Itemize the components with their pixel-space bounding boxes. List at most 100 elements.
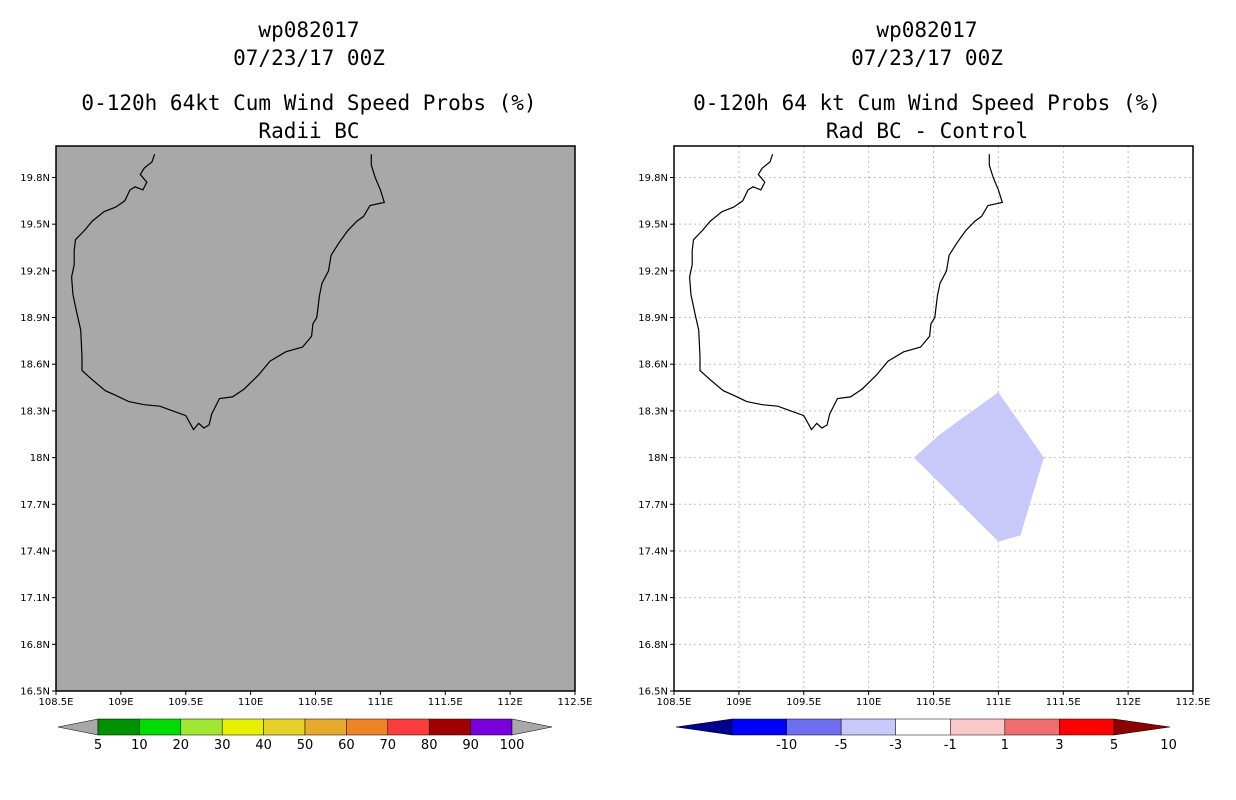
colorbar-segment: [731, 718, 787, 736]
lon-tick-label: 110.5E: [916, 697, 951, 708]
lat-tick-label: 18.9N: [638, 313, 668, 324]
lon-tick-label: 110.5E: [298, 697, 333, 708]
probability-map: 19.8N 19.5N 19.2N 18.9N 18.6N 18.3N 18N 17.7N 17…: [20, 145, 593, 753]
colorbar-end-high: [1113, 718, 1171, 736]
lat-tick-label: 16.5N: [20, 687, 50, 698]
lon-tick-label: 112.5E: [558, 697, 593, 708]
lon-tick-label: 112.5E: [1176, 697, 1211, 708]
lat-tick-label: 18N: [30, 453, 50, 464]
left-panel: wp082017 07/23/17 00Z 0-120h 64kt Cum Wi…: [20, 18, 593, 753]
colorbar-segment: [139, 718, 182, 736]
map-content: [674, 146, 1193, 691]
colorbar-end-low: [675, 718, 733, 736]
difference-map: 19.8N 19.5N 19.2N 18.9N 18.6N 18.3N 18N 17.7N 17…: [638, 145, 1211, 753]
colorbar-segment: [304, 718, 347, 736]
colorbar-label: -1: [944, 738, 957, 753]
lat-tick-label: 17.1N: [20, 593, 50, 604]
lon-tick-label: 109E: [108, 697, 133, 708]
colorbar-label: 70: [380, 738, 397, 753]
lon-tick-label: 109.5E: [786, 697, 821, 708]
colorbar-segment: [1059, 718, 1115, 736]
lat-tick-label: 18N: [648, 453, 668, 464]
panel-subtitle: Rad BC - Control: [825, 119, 1029, 143]
storm-id-label: wp082017: [258, 18, 360, 42]
lon-tick-label: 111E: [368, 697, 393, 708]
probability-difference-region: [914, 392, 1044, 542]
lon-tick-label: 108.5E: [657, 697, 692, 708]
lat-tick-label: 17.4N: [638, 546, 668, 557]
lon-tick-label: 111.5E: [1046, 697, 1081, 708]
colorbar-label: 50: [297, 738, 314, 753]
colorbar: -10 -5 -3 -1 1 3 5 10: [675, 718, 1177, 753]
colorbar-segment: [180, 718, 223, 736]
colorbar-segment: [428, 718, 471, 736]
colorbar-label: 1: [1001, 738, 1009, 753]
lon-tick-label: 110E: [856, 697, 881, 708]
lon-tick-label: 111.5E: [428, 697, 463, 708]
lon-tick-label: 112E: [1115, 697, 1140, 708]
lon-tick-label: 110E: [238, 697, 263, 708]
lat-tick-label: 19.2N: [20, 266, 50, 277]
colorbar-segment: [1004, 718, 1060, 736]
lat-tick-label: 18.6N: [638, 360, 668, 371]
colorbar-segment: [221, 718, 264, 736]
lat-tick-label: 17.4N: [20, 546, 50, 557]
colorbar-label: -3: [889, 738, 902, 753]
colorbar-label: 5: [94, 738, 102, 753]
colorbar-label: 60: [338, 738, 355, 753]
lon-tick-label: 109.5E: [168, 697, 203, 708]
lat-tick-label: 16.5N: [638, 687, 668, 698]
colorbar-label: 40: [255, 738, 272, 753]
lat-tick-label: 16.8N: [638, 640, 668, 651]
colorbar-label: 10: [131, 738, 148, 753]
colorbar-segment: [470, 718, 513, 736]
lat-tick-label: 17.1N: [638, 593, 668, 604]
colorbar-label: 30: [214, 738, 231, 753]
map-background: [56, 146, 575, 691]
lat-tick-label: 19.5N: [20, 220, 50, 231]
hainan-coastline: [688, 154, 1004, 431]
colorbar-end-low: [57, 718, 99, 736]
colorbar-segment: [950, 718, 1006, 736]
colorbar-label: 90: [462, 738, 479, 753]
lat-tick-label: 18.3N: [20, 406, 50, 417]
colorbar-segment: [387, 718, 430, 736]
datetime-label: 07/23/17 00Z: [851, 46, 1003, 70]
lat-tick-label: 18.6N: [20, 360, 50, 371]
colorbar-label: 80: [421, 738, 438, 753]
colorbar-label: -10: [776, 738, 797, 753]
colorbar-label: 10: [1160, 738, 1177, 753]
colorbar-label: 5: [1110, 738, 1118, 753]
lat-tick-label: 17.7N: [638, 500, 668, 511]
colorbar-label: 20: [173, 738, 190, 753]
colorbar-label: -5: [835, 738, 848, 753]
colorbar-segment: [263, 718, 306, 736]
panel-title: 0-120h 64kt Cum Wind Speed Probs (%): [81, 91, 537, 115]
colorbar-label: 3: [1055, 738, 1063, 753]
colorbar: 5 10 20 30 40 50 60 70 80 90 100: [57, 718, 553, 753]
hainan-coastline: [70, 154, 386, 431]
right-panel: wp082017 07/23/17 00Z 0-120h 64 kt Cum W…: [618, 0, 1236, 800]
panel-title: 0-120h 64 kt Cum Wind Speed Probs (%): [693, 91, 1161, 115]
map-content: [70, 154, 386, 431]
storm-id-label: wp082017: [876, 18, 978, 42]
lat-tick-label: 18.9N: [20, 313, 50, 324]
lon-tick-label: 112E: [497, 697, 522, 708]
colorbar-label: 100: [500, 738, 525, 753]
colorbar-segment: [786, 718, 842, 736]
colorbar-segment: [97, 718, 140, 736]
colorbar-segment: [895, 718, 951, 736]
colorbar-segment: [840, 718, 896, 736]
lat-tick-label: 17.7N: [20, 500, 50, 511]
lat-tick-label: 19.8N: [20, 173, 50, 184]
datetime-label: 07/23/17 00Z: [233, 46, 385, 70]
lat-tick-label: 19.2N: [638, 266, 668, 277]
lat-tick-label: 18.3N: [638, 406, 668, 417]
lat-tick-label: 19.8N: [638, 173, 668, 184]
colorbar-segment: [346, 718, 389, 736]
lon-tick-label: 111E: [986, 697, 1011, 708]
lon-tick-label: 109E: [726, 697, 751, 708]
lat-tick-label: 19.5N: [638, 220, 668, 231]
panel-subtitle: Radii BC: [258, 119, 360, 143]
lon-tick-label: 108.5E: [39, 697, 74, 708]
